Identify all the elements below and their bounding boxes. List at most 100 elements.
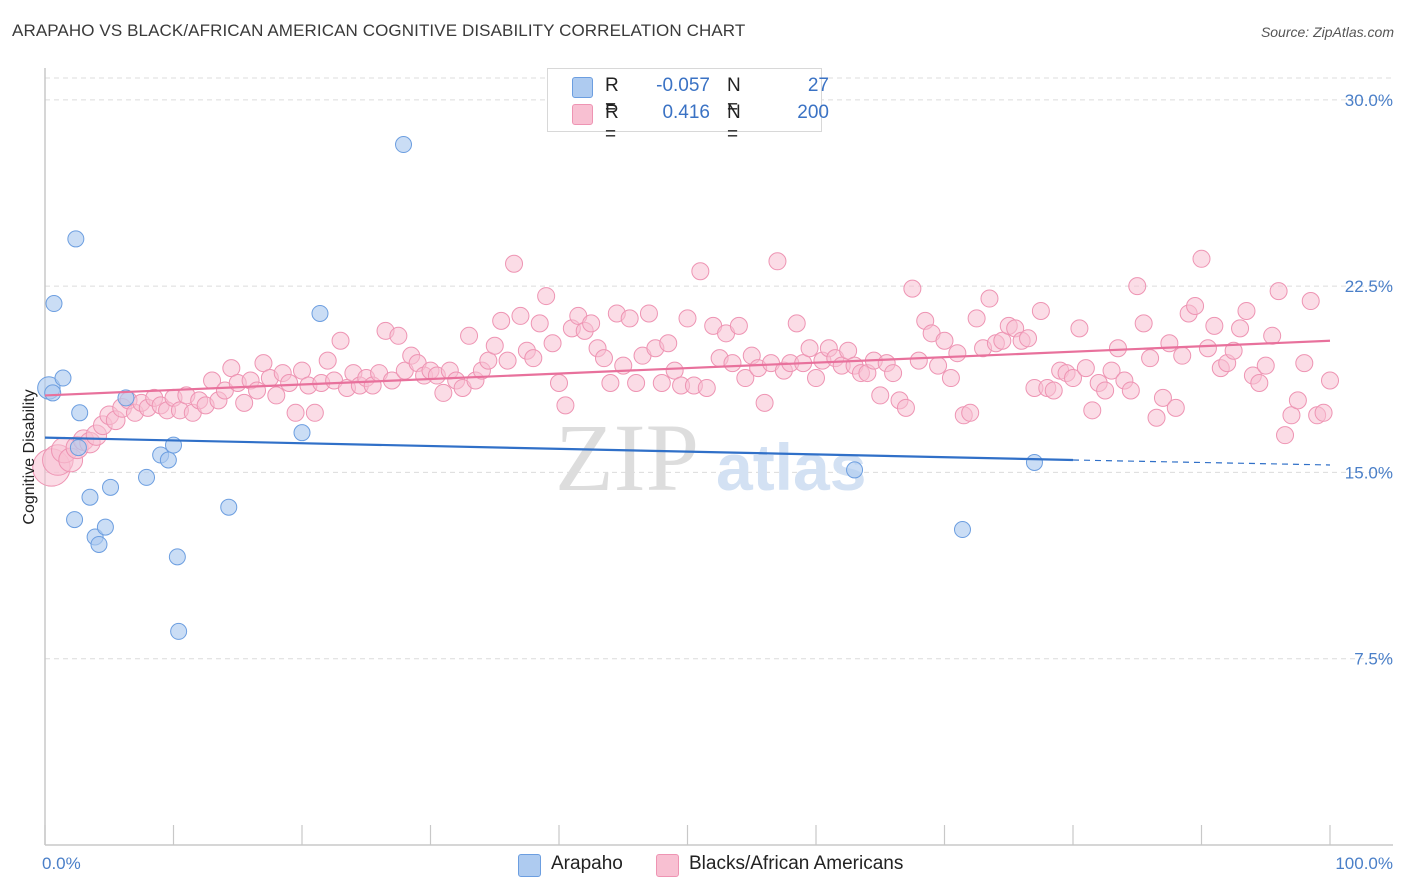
black-point	[1295, 354, 1314, 373]
arapaho-point	[67, 230, 85, 248]
black-point	[492, 311, 511, 330]
black-point	[485, 336, 504, 355]
black-point	[980, 289, 999, 308]
watermark-zip: ZIP	[555, 404, 699, 511]
black-point	[1237, 301, 1256, 320]
black-trend-line	[44, 339, 1331, 397]
grid-lines	[45, 77, 1393, 660]
black-point	[639, 304, 658, 323]
black-point	[620, 309, 639, 328]
black-point	[961, 403, 980, 422]
arapaho-point	[69, 439, 87, 457]
black-point	[1128, 277, 1147, 296]
black-point	[1224, 341, 1243, 360]
black-point	[543, 334, 562, 353]
arapaho-point	[1025, 453, 1043, 471]
y-axis-label: Cognitive Disability	[21, 389, 38, 524]
black-point	[807, 369, 825, 388]
black-point	[948, 344, 967, 363]
black-point	[505, 254, 524, 273]
black-point	[460, 326, 479, 345]
black-swatch	[656, 854, 679, 877]
legend-r-label: R =	[605, 102, 619, 145]
black-point	[1186, 297, 1205, 315]
watermark: ZIP atlas	[555, 404, 866, 511]
arapaho-point	[846, 461, 864, 479]
black-point	[498, 351, 517, 370]
black-point	[993, 331, 1012, 350]
black-point	[652, 374, 671, 392]
black-point	[254, 354, 273, 373]
black-point	[1019, 329, 1038, 348]
black-point	[537, 287, 556, 306]
black-point	[839, 341, 858, 360]
arapaho-point	[71, 404, 89, 422]
black-point	[1153, 388, 1172, 407]
black-point	[736, 369, 755, 388]
black-point	[787, 314, 806, 333]
black-point	[1134, 314, 1153, 333]
arapaho-point	[96, 518, 114, 536]
black-point	[1147, 408, 1166, 427]
black-point	[331, 331, 350, 350]
black-point	[594, 349, 613, 368]
black-point	[511, 306, 530, 325]
black-point	[530, 314, 549, 333]
black-point	[1173, 346, 1192, 365]
arapaho-point	[293, 424, 311, 442]
legend-n-value: 200	[797, 102, 829, 123]
arapaho-point	[66, 511, 84, 529]
black-point	[1256, 356, 1275, 375]
black-point	[1205, 316, 1224, 335]
black-point	[1121, 381, 1140, 400]
black-point	[1276, 426, 1295, 445]
black-point	[665, 361, 684, 380]
watermark-atlas: atlas	[716, 430, 866, 504]
source-label: Source: ZipAtlas.com	[1260, 24, 1394, 40]
black-point	[1282, 406, 1301, 425]
black-point	[235, 393, 254, 412]
legend-r-value: -0.057	[656, 75, 710, 96]
arapaho-point	[54, 369, 72, 387]
black-point	[729, 316, 748, 335]
black-point	[1231, 319, 1250, 338]
tick-labels: 7.5% 15.0% 22.5% 30.0% 0.0% 100.0%	[42, 91, 1393, 873]
black-point	[434, 383, 453, 402]
legend-label: Blacks/African Americans	[689, 853, 904, 874]
legend-box: R = -0.057 N = 27 R = 0.416 N = 200	[547, 68, 829, 145]
arapaho-point	[220, 498, 238, 516]
black-point	[896, 398, 915, 417]
arapaho-point	[168, 548, 186, 566]
black-point	[1044, 381, 1063, 400]
arapaho-point	[90, 535, 108, 553]
black-point	[550, 374, 568, 392]
black-point	[524, 349, 543, 368]
black-point	[967, 309, 986, 328]
black-point	[691, 262, 710, 281]
arapaho-point	[138, 468, 156, 486]
black-point	[1141, 349, 1160, 368]
black-point	[305, 403, 324, 422]
black-point	[627, 374, 646, 392]
legend-r-value: 0.416	[662, 102, 710, 123]
black-point	[1108, 339, 1127, 358]
black-point	[1102, 361, 1121, 380]
y-tick-label: 22.5%	[1345, 277, 1393, 296]
black-point	[935, 331, 954, 350]
arapaho-trend-line	[44, 436, 1074, 462]
black-point	[941, 369, 960, 388]
legend-label: Arapaho	[551, 853, 623, 874]
black-point	[280, 374, 299, 392]
black-point	[929, 356, 948, 375]
legend-n-value: 27	[807, 75, 829, 96]
legend-n-label: N =	[727, 102, 741, 145]
black-point	[222, 359, 241, 378]
black-point	[248, 381, 267, 400]
black-point	[723, 354, 742, 373]
black-point	[1096, 381, 1115, 400]
black-point	[267, 386, 286, 405]
arapaho-point	[102, 478, 120, 496]
arapaho-point	[395, 136, 413, 154]
black-point	[1160, 334, 1179, 353]
x-tick-label: 0.0%	[42, 854, 81, 873]
